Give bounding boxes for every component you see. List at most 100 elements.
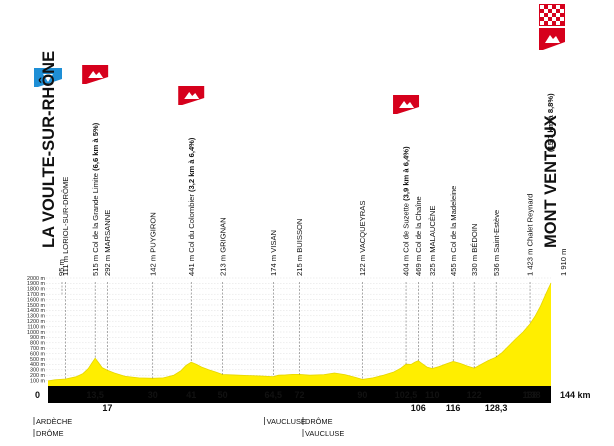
waypoint-name: 536 m Saint-Estève — [492, 210, 501, 276]
finish-km-label: 138 — [525, 390, 540, 400]
km-marker-label: 41 — [186, 390, 196, 400]
waypoint-label: 142 m PUYGIRON — [148, 212, 157, 276]
km-marker-label: 72 — [294, 390, 304, 400]
waypoint-label: 536 m Saint-Estève — [492, 210, 501, 276]
climb-badge — [393, 95, 420, 114]
finish-checker-cell — [556, 13, 560, 17]
finish-checker-cell — [540, 13, 544, 17]
start-arrow-icon — [43, 74, 53, 82]
km-marker-label: 13,5 — [86, 390, 104, 400]
mountain-icon — [399, 101, 415, 108]
y-tick-label: 700 m — [30, 346, 45, 352]
finish-flag — [539, 4, 565, 26]
waypoint-name: 469 m Col de la Chaîne — [414, 196, 423, 276]
elevation-profile — [47, 282, 552, 386]
finish-checker-cell — [552, 9, 556, 13]
waypoint-label: 325 m MALAUCÈNE — [428, 206, 437, 276]
y-tick-label: 1900 m — [27, 281, 45, 287]
waypoint-name: 441 m Col du Colombier — [187, 194, 196, 276]
waypoint-label: 515 m Col de la Grande Limite (6,6 km à … — [91, 122, 100, 276]
finish-checker-cell — [548, 21, 552, 25]
finish-checker-cell — [544, 9, 548, 13]
finish-checker-cell — [552, 17, 556, 21]
km-marker-label: 17 — [102, 403, 112, 413]
y-tick-label: 1100 m — [27, 324, 45, 330]
km-marker-label: 128,3 — [485, 403, 508, 413]
km-marker-label: 138 — [523, 390, 538, 400]
finish-name: MONT VENTOUX — [542, 115, 560, 248]
waypoint-label: 441 m Col du Colombier (3,2 km à 6,4%) — [187, 137, 196, 276]
finish-checker-cell — [560, 9, 564, 13]
start-km-label: 0 — [35, 390, 40, 400]
y-tick-label: 1400 m — [27, 308, 45, 314]
waypoint-name: 455 m Col de la Madeleine — [449, 186, 458, 276]
waypoint-climb: (6,6 km à 5%) — [91, 122, 100, 173]
department-label: VAUCLUSE — [305, 429, 344, 438]
finish-checker-cell — [560, 17, 564, 21]
waypoint-label: 404 m Col de Suzette (3,9 km à 6,4%) — [402, 146, 411, 276]
waypoint-leader-lines — [65, 282, 531, 380]
km-marker-label: 106 — [411, 403, 426, 413]
finish-checker-cell — [548, 13, 552, 17]
climb-badge — [82, 65, 109, 84]
finish-checker-cell — [540, 5, 544, 9]
waypoint-labels: 111 m LORIOL-SUR-DRÔME 515 m Col de la Gr… — [61, 122, 535, 276]
y-tick-label: 1700 m — [27, 292, 45, 298]
finish-checker-cell — [544, 17, 548, 21]
y-tick-label: 900 m — [30, 335, 45, 341]
y-tick-label: 1800 m — [27, 287, 45, 293]
y-tick-label: 100 m — [30, 378, 45, 384]
km-marker-label: 90 — [357, 390, 367, 400]
km-marker-label: 50 — [218, 390, 228, 400]
y-tick-label: 1500 m — [27, 303, 45, 309]
y-tick-label: 2000 m — [27, 276, 45, 282]
waypoint-name: 1 423 m Chalet Reynard — [526, 194, 535, 276]
start-name: LA VOULTE-SUR-RHÔNE — [39, 51, 58, 248]
waypoint-climb: (3,9 km à 6,4%) — [402, 146, 411, 203]
waypoint-name: 330 m BÉDOIN — [470, 224, 479, 276]
mountain-icon — [184, 92, 200, 99]
finish-checker-cell — [556, 5, 560, 9]
climb-badge — [178, 86, 205, 105]
finish-checker-cell — [548, 5, 552, 9]
department-label: DRÔME — [305, 417, 333, 426]
waypoint-name: 325 m MALAUCÈNE — [428, 206, 437, 276]
y-tick-label: 1600 m — [27, 297, 45, 303]
waypoint-name: 142 m PUYGIRON — [148, 212, 157, 276]
finish-checker-cell — [540, 21, 544, 25]
y-tick-label: 1200 m — [27, 319, 45, 325]
climb-badges — [82, 65, 420, 114]
waypoint-label: 122 m VACQUEYRAS — [358, 201, 367, 276]
waypoint-name: 122 m VACQUEYRAS — [358, 201, 367, 276]
waypoint-climb: (3,2 km à 6,4%) — [187, 137, 196, 194]
waypoint-name: 515 m Col de la Grande Limite — [91, 173, 100, 276]
y-tick-label: 1300 m — [27, 314, 45, 320]
waypoint-label: 330 m BÉDOIN — [470, 224, 479, 276]
waypoint-label: 213 m GRIGNAN — [218, 217, 227, 276]
finish-altitude: 1 910 m — [559, 249, 568, 276]
waypoint-name: 404 m Col de Suzette — [402, 203, 411, 276]
profile-line — [47, 282, 552, 382]
km-marker-label: 122 — [467, 390, 482, 400]
waypoint-label: 292 m MARSANNE — [103, 210, 112, 276]
waypoint-name: 215 m BUISSON — [295, 219, 304, 276]
km-marker-label: 110 — [425, 390, 440, 400]
y-tick-label: 600 m — [30, 351, 45, 357]
y-tick-label: 300 m — [30, 368, 45, 374]
start-finish-labels: LA VOULTE-SUR-RHÔNE 95 m MONT VENTOUX(15,7… — [34, 4, 568, 296]
waypoint-label: 455 m Col de la Madeleine — [449, 186, 458, 276]
department-label: ARDÈCHE — [36, 417, 72, 426]
finish-checker-cell — [556, 21, 560, 25]
y-tick-label: 400 m — [30, 362, 45, 368]
waypoint-name: 174 m VISAN — [269, 230, 278, 276]
waypoint-label: 1 423 m Chalet Reynard — [526, 194, 535, 276]
distance-bar-fill — [48, 386, 551, 403]
y-tick-label: 1000 m — [27, 330, 45, 336]
km-marker-label: 30 — [148, 390, 158, 400]
start-flag — [34, 68, 62, 87]
waypoint-name: 213 m GRIGNAN — [218, 217, 227, 276]
waypoint-name: 111 m LORIOL-SUR-DRÔME — [61, 177, 70, 276]
